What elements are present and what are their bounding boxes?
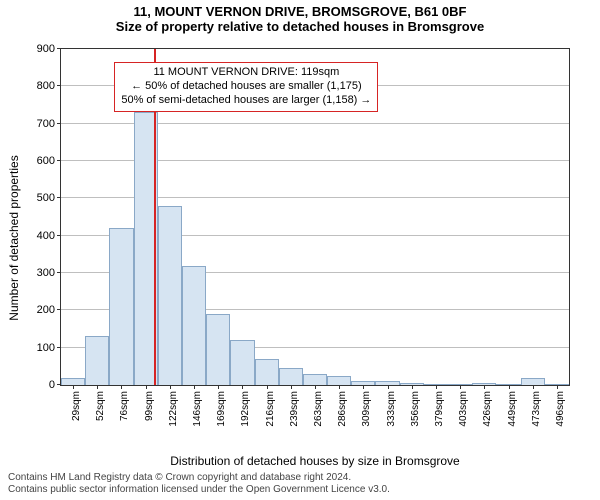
x-tick-label: 192sqm xyxy=(240,391,251,427)
y-tick-label: 800 xyxy=(37,80,61,92)
x-tick-mark xyxy=(121,385,122,389)
x-tick-mark xyxy=(242,385,243,389)
x-axis-label: Distribution of detached houses by size … xyxy=(60,454,570,468)
y-tick-label: 100 xyxy=(37,342,61,354)
x-tick-mark xyxy=(73,385,74,389)
plot-area: 010020030040050060070080090029sqm52sqm76… xyxy=(60,48,570,386)
y-tick-label: 700 xyxy=(37,118,61,130)
x-tick-label: 239sqm xyxy=(289,391,300,427)
x-tick-mark xyxy=(509,385,510,389)
attribution-footer: Contains HM Land Registry data © Crown c… xyxy=(8,472,390,496)
x-tick-label: 403sqm xyxy=(458,391,469,427)
x-tick-label: 473sqm xyxy=(531,391,542,427)
x-tick-label: 169sqm xyxy=(216,391,227,427)
histogram-bar xyxy=(327,376,351,385)
x-tick-label: 496sqm xyxy=(555,391,566,427)
x-tick-label: 76sqm xyxy=(119,391,130,421)
title-line-1: 11, MOUNT VERNON DRIVE, BROMSGROVE, B61 … xyxy=(0,4,600,19)
annotation-line: 11 MOUNT VERNON DRIVE: 119sqm xyxy=(121,66,371,80)
x-tick-label: 122sqm xyxy=(168,391,179,427)
x-tick-mark xyxy=(363,385,364,389)
x-tick-label: 333sqm xyxy=(386,391,397,427)
y-tick-label: 300 xyxy=(37,267,61,279)
x-tick-label: 286sqm xyxy=(337,391,348,427)
x-tick-mark xyxy=(388,385,389,389)
x-tick-label: 52sqm xyxy=(95,391,106,421)
histogram-bar xyxy=(85,336,109,385)
x-tick-mark xyxy=(218,385,219,389)
y-axis-label: Number of detached properties xyxy=(7,155,21,320)
x-tick-label: 146sqm xyxy=(192,391,203,427)
histogram-chart: Number of detached properties 0100200300… xyxy=(60,48,570,428)
footer-line-2: Contains public sector information licen… xyxy=(8,484,390,496)
histogram-bar xyxy=(158,206,182,385)
x-tick-mark xyxy=(339,385,340,389)
x-tick-mark xyxy=(436,385,437,389)
x-tick-mark xyxy=(412,385,413,389)
x-tick-mark xyxy=(557,385,558,389)
y-tick-label: 400 xyxy=(37,230,61,242)
histogram-bar xyxy=(521,378,545,385)
y-tick-label: 0 xyxy=(49,379,61,391)
histogram-bar xyxy=(61,378,85,385)
histogram-bar xyxy=(109,228,133,385)
histogram-bar xyxy=(303,374,327,385)
x-tick-mark xyxy=(194,385,195,389)
footer-line-1: Contains HM Land Registry data © Crown c… xyxy=(8,472,390,484)
x-tick-label: 29sqm xyxy=(71,391,82,421)
x-tick-mark xyxy=(267,385,268,389)
y-tick-label: 600 xyxy=(37,155,61,167)
x-tick-mark xyxy=(315,385,316,389)
x-tick-label: 99sqm xyxy=(144,391,155,421)
histogram-bar xyxy=(206,314,230,385)
x-tick-label: 263sqm xyxy=(313,391,324,427)
x-tick-mark xyxy=(484,385,485,389)
y-tick-mark xyxy=(57,48,61,49)
y-tick-label: 200 xyxy=(37,304,61,316)
histogram-bar xyxy=(279,368,303,385)
annotation-line: ← 50% of detached houses are smaller (1,… xyxy=(121,80,371,94)
title-block: 11, MOUNT VERNON DRIVE, BROMSGROVE, B61 … xyxy=(0,0,600,34)
y-tick-label: 500 xyxy=(37,192,61,204)
x-tick-label: 216sqm xyxy=(265,391,276,427)
x-tick-label: 426sqm xyxy=(482,391,493,427)
x-tick-label: 356sqm xyxy=(410,391,421,427)
x-tick-label: 379sqm xyxy=(434,391,445,427)
histogram-bar xyxy=(230,340,254,385)
histogram-bar xyxy=(255,359,279,385)
x-tick-mark xyxy=(97,385,98,389)
x-tick-mark xyxy=(170,385,171,389)
y-tick-label: 900 xyxy=(37,43,61,55)
annotation-line: 50% of semi-detached houses are larger (… xyxy=(121,94,371,108)
x-tick-mark xyxy=(460,385,461,389)
x-tick-mark xyxy=(146,385,147,389)
property-annotation: 11 MOUNT VERNON DRIVE: 119sqm← 50% of de… xyxy=(114,62,378,111)
x-tick-mark xyxy=(533,385,534,389)
title-line-2: Size of property relative to detached ho… xyxy=(0,19,600,34)
x-tick-label: 309sqm xyxy=(361,391,372,427)
x-tick-mark xyxy=(291,385,292,389)
x-tick-label: 449sqm xyxy=(507,391,518,427)
histogram-bar xyxy=(182,266,206,385)
